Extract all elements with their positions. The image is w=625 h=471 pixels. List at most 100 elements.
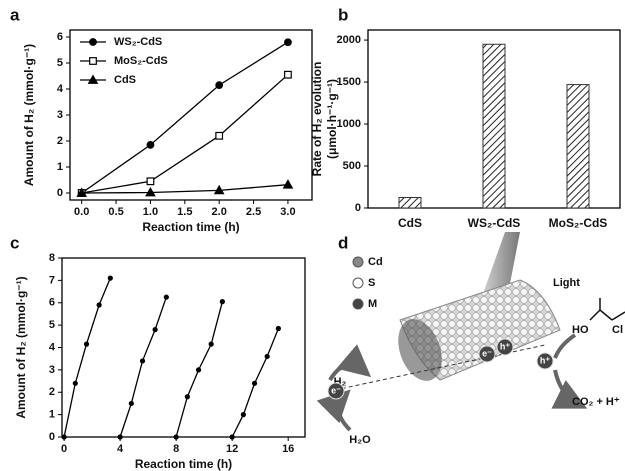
marker: [152, 327, 158, 333]
x-tick-label: CdS: [398, 216, 422, 230]
panel-label: d: [338, 233, 348, 252]
marker: [229, 434, 235, 440]
y-tick-label: 6: [57, 31, 63, 43]
label: H₂O: [349, 434, 371, 446]
x-tick-label: 0: [61, 443, 67, 455]
y-tick-label: 5: [57, 57, 63, 69]
marker: [240, 412, 246, 418]
bar: [482, 43, 506, 209]
marker: [215, 81, 224, 90]
x-tick-label: 2.0: [212, 206, 227, 218]
y-axis-title: Rate of H₂ evolution: [310, 62, 324, 177]
legend-atom: [352, 277, 364, 289]
panel-label: a: [10, 5, 20, 24]
y-tick-label: 6: [49, 297, 55, 309]
y-axis-title: Amount of H₂ (mmol·g⁻¹): [22, 44, 36, 186]
x-tick-label: 2.5: [246, 206, 261, 218]
y-tick-label: 3: [49, 364, 55, 376]
y-tick-label: 4: [57, 83, 64, 95]
molecule-label: HO: [572, 324, 589, 336]
charge-carrier: [327, 382, 345, 400]
legend-label: CdS: [114, 74, 136, 86]
y-tick-label: 1000: [337, 118, 361, 130]
legend-marker: [89, 38, 97, 46]
charge-label: e⁻: [331, 385, 341, 395]
marker: [107, 275, 113, 281]
marker: [146, 177, 155, 186]
y-tick-label: 0: [49, 431, 55, 443]
marker: [284, 70, 292, 79]
legend-marker: [89, 57, 97, 65]
marker: [184, 394, 190, 400]
x-tick-label: MoS₂-CdS: [549, 216, 608, 230]
x-tick-label: 1.0: [143, 206, 158, 218]
panel-label: b: [338, 5, 348, 24]
legend-atom: [352, 256, 364, 268]
y-axis-title: (μmol·h⁻¹·g⁻¹): [325, 79, 339, 159]
marker: [146, 140, 155, 149]
x-axis-title: Reaction time (h): [135, 457, 232, 471]
marker: [264, 353, 270, 360]
marker: [128, 400, 134, 407]
x-tick-label: 0.5: [108, 206, 123, 218]
marker: [284, 38, 292, 47]
y-tick-label: 2: [57, 135, 63, 147]
series-line: [81, 74, 289, 194]
y-tick-label: 1: [49, 409, 55, 421]
y-tick-label: 0: [57, 187, 63, 199]
arrow: [316, 389, 352, 432]
marker: [173, 434, 179, 440]
rod-end: [398, 319, 442, 381]
legend-label: WS₂-CdS: [114, 36, 162, 48]
charge-carrier: [536, 352, 554, 370]
bar: [398, 197, 422, 209]
x-tick-label: 1.5: [177, 206, 192, 218]
marker: [83, 341, 90, 347]
x-tick-label: WS₂-CdS: [468, 216, 521, 230]
marker: [282, 179, 294, 189]
series-line: [63, 277, 280, 438]
marker: [195, 367, 202, 373]
diagram: [316, 232, 625, 432]
molecule-bonds: [589, 298, 625, 321]
charge-label: h⁺: [540, 355, 550, 365]
y-tick-label: 4: [49, 341, 56, 353]
y-axis-title: Amount of H₂ (mmol·g⁻¹): [14, 276, 28, 418]
charge-carrier: [496, 338, 514, 356]
marker: [117, 434, 123, 440]
legend-label: Cd: [368, 256, 383, 268]
plot-frame: [69, 29, 313, 201]
marker: [139, 358, 146, 364]
marker: [213, 184, 225, 195]
y-tick-label: 2: [49, 386, 55, 398]
marker: [72, 380, 78, 386]
marker: [275, 325, 281, 332]
arrow: [551, 369, 588, 409]
legend-label: MoS₂-CdS: [114, 55, 168, 67]
legend-label: M: [368, 298, 377, 310]
y-tick-label: 8: [49, 252, 55, 264]
y-tick-label: 0: [355, 202, 361, 214]
y-tick-label: 5: [49, 319, 55, 331]
x-tick-label: 0.0: [74, 206, 89, 218]
arrow: [328, 344, 372, 382]
legend-label: S: [368, 277, 375, 289]
x-tick-label: 8: [173, 443, 179, 455]
marker: [61, 434, 67, 440]
y-tick-label: 500: [343, 160, 361, 172]
marker: [145, 186, 156, 197]
marker: [215, 131, 224, 140]
x-tick-label: 3.0: [280, 206, 295, 218]
y-tick-label: 3: [57, 109, 63, 121]
panel-label: c: [10, 233, 19, 252]
series-line: [81, 41, 289, 194]
legend-marker: [87, 74, 99, 84]
x-tick-label: 16: [282, 443, 294, 455]
molecule-label: Cl: [612, 324, 623, 336]
charge-carrier: [478, 345, 496, 363]
legend-atom: [352, 298, 364, 310]
y-tick-label: 2000: [337, 34, 361, 46]
marker: [76, 187, 88, 197]
marker: [163, 294, 169, 300]
